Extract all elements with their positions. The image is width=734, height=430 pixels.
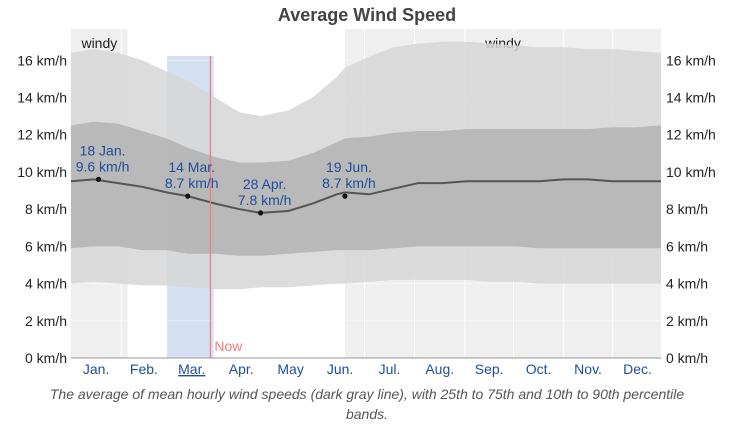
annotation-value: 8.7 km/h (165, 175, 219, 191)
annotation-point (342, 193, 348, 199)
month-label: Apr. (229, 361, 254, 377)
axes: 0 km/h 0 km/h 2 km/h 2 km/h 4 km/h 4 km/h 6 km… (17, 52, 716, 377)
month-label: Feb. (130, 361, 158, 377)
y-tick-right: 16 km/h (666, 52, 716, 68)
y-tick-left: 2 km/h (25, 313, 67, 329)
y-tick-right: 12 km/h (666, 127, 716, 143)
annotation-value: 9.6 km/h (76, 158, 130, 174)
y-tick-left: 8 km/h (25, 201, 67, 217)
y-tick-right: 0 km/h (666, 350, 708, 366)
annotation-date: 14 Mar. (168, 159, 215, 175)
band-25-75 (71, 121, 661, 256)
mean-line (70, 178, 661, 214)
y-tick-left: 16 km/h (17, 52, 67, 68)
y-tick-left: 10 km/h (17, 164, 67, 180)
month-label: Mar. (178, 361, 205, 377)
annotation-point (185, 193, 191, 199)
y-tick-right: 2 km/h (666, 313, 708, 329)
annotation-point (258, 210, 264, 216)
y-tick-left: 4 km/h (25, 276, 67, 292)
annotation-date: 19 Jun. (326, 159, 372, 175)
month-label: Aug. (425, 361, 454, 377)
month-label: Oct. (526, 361, 552, 377)
season-label: windy (80, 35, 117, 51)
y-tick-left: 6 km/h (25, 238, 67, 254)
month-label: May (277, 361, 303, 377)
month-label: Nov. (574, 361, 602, 377)
annotation-value: 8.7 km/h (322, 175, 376, 191)
y-tick-right: 6 km/h (666, 238, 708, 254)
month-label: Sep. (475, 361, 504, 377)
chart-caption: The average of mean hourly wind speeds (… (49, 386, 685, 422)
y-tick-right: 8 km/h (666, 201, 708, 217)
annotation-value: 7.8 km/h (238, 192, 292, 208)
y-tick-right: 4 km/h (666, 276, 708, 292)
percentile-bands (71, 41, 661, 290)
wind-speed-chart: Average Wind Speed windy windy Now 0 km/h… (17, 5, 716, 377)
annotations: 18 Jan.9.6 km/h 14 Mar.8.7 km/h 28 Apr.7.8… (76, 142, 376, 216)
y-tick-left: 12 km/h (17, 127, 67, 143)
y-tick-left: 0 km/h (25, 350, 67, 366)
mean-line-layer (70, 178, 661, 214)
annotation-point (95, 176, 102, 182)
now-marker: Now (209, 56, 243, 358)
month-label: Jun. (327, 361, 353, 377)
y-tick-right: 10 km/h (666, 164, 716, 180)
y-tick-right: 14 km/h (666, 90, 716, 106)
month-label: Jul. (379, 361, 401, 377)
month-label: Dec. (623, 361, 652, 377)
annotation-date: 28 Apr. (243, 176, 287, 192)
y-tick-left: 14 km/h (17, 90, 67, 106)
month-label: Jan. (83, 361, 109, 377)
chart-title: Average Wind Speed (278, 5, 456, 25)
annotation-date: 18 Jan. (80, 142, 126, 158)
now-label: Now (214, 338, 243, 354)
